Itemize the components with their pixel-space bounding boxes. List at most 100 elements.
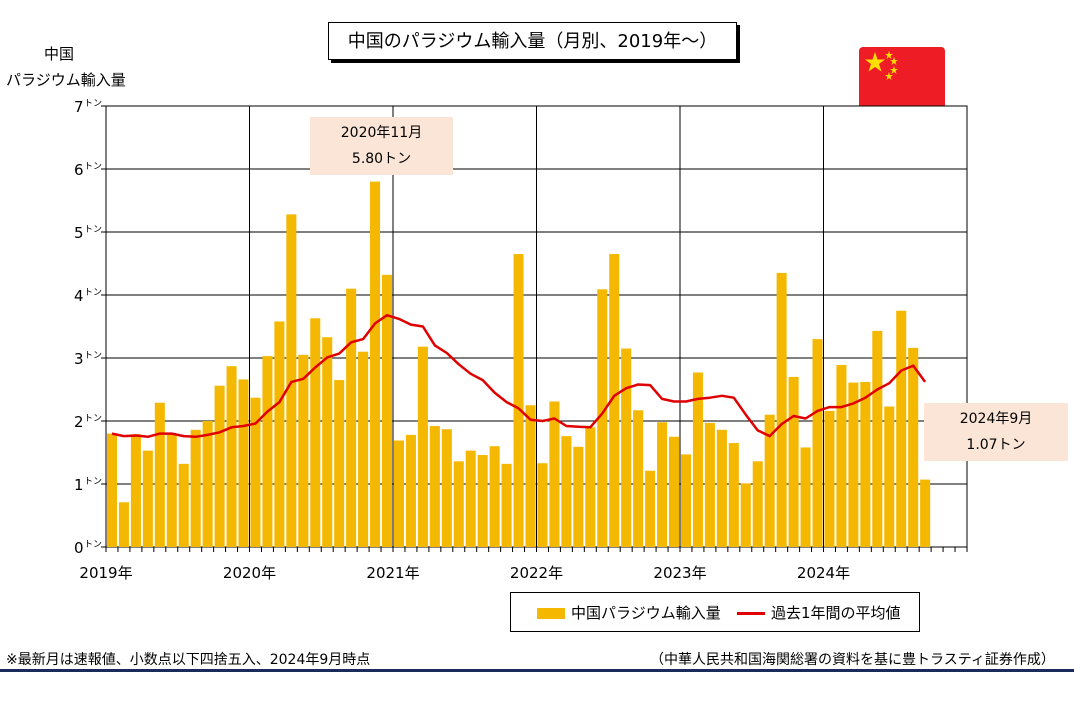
import-bar (764, 414, 775, 547)
y-tick-unit: トン (84, 540, 102, 550)
import-bar (477, 455, 488, 547)
import-bar (298, 354, 309, 547)
import-bar (346, 288, 357, 547)
flag-small-star-4 (885, 72, 893, 80)
import-bar (334, 380, 345, 547)
import-bar (381, 274, 393, 547)
y-tick-label: 7 (74, 98, 84, 116)
import-bar (728, 443, 739, 547)
import-bar (645, 470, 656, 547)
x-tick-label: 2023年 (653, 564, 706, 582)
import-bar (142, 450, 153, 547)
import-bar (489, 446, 500, 547)
import-bar (680, 454, 692, 547)
import-bar (358, 351, 369, 547)
import-bar (860, 381, 871, 547)
import-bar (908, 347, 919, 547)
y-axis-label-line2: パラジウム輸入量 (6, 71, 126, 89)
import-bar (130, 434, 141, 547)
import-bar (561, 436, 572, 547)
y-tick-label: 5 (74, 224, 84, 242)
import-bar (848, 382, 859, 547)
y-tick-label: 3 (74, 350, 84, 368)
import-bar (549, 401, 560, 547)
import-bar (716, 429, 727, 547)
import-bar (393, 440, 405, 547)
import-bar (525, 405, 536, 547)
y-tick-unit: トン (84, 351, 102, 361)
import-bar (238, 379, 249, 547)
flag-small-star-1 (885, 51, 893, 59)
average-line (111, 313, 927, 439)
import-bar (812, 339, 823, 547)
import-bar (597, 289, 608, 547)
import-bar (226, 366, 237, 547)
flag-big-star (865, 52, 885, 72)
average-line-series (111, 313, 927, 439)
import-bar (250, 397, 261, 547)
import-bar (740, 483, 751, 547)
y-tick-label: 4 (74, 287, 84, 305)
legend-item-line: 過去1年間の平均値 (737, 603, 901, 623)
import-bar (704, 422, 715, 547)
import-bar (322, 337, 333, 547)
import-bar (668, 436, 680, 547)
import-bar (214, 385, 225, 547)
import-bar (776, 272, 787, 547)
import-bar (202, 421, 213, 547)
import-bar (800, 447, 811, 547)
legend-item-bar: 中国パラジウム輸入量 (537, 603, 721, 623)
import-bar (537, 463, 548, 547)
import-bar (465, 450, 476, 547)
import-bar (621, 348, 632, 547)
peak-callout-date: 2020年11月 (340, 125, 423, 141)
bottom-rule (0, 669, 1074, 672)
flag-small-star-2 (890, 57, 898, 65)
bar-series (106, 181, 931, 548)
import-bar (788, 376, 799, 547)
y-tick-unit: トン (84, 288, 102, 298)
import-bar (501, 463, 512, 547)
peak-callout: 2020年11月 5.80トン (310, 117, 453, 175)
legend-bar-label: 中国パラジウム輸入量 (571, 604, 721, 622)
x-tick-label: 2024年 (797, 564, 850, 582)
import-bar (513, 254, 524, 548)
legend-line-label: 過去1年間の平均値 (771, 604, 901, 622)
x-tick-label: 2022年 (510, 564, 563, 582)
y-tick-unit: トン (84, 162, 102, 172)
import-bar (836, 364, 847, 547)
import-bar (405, 434, 416, 547)
import-bar (752, 461, 763, 547)
flag-small-star-3 (890, 66, 898, 74)
latest-callout-date: 2024年9月 (959, 411, 1033, 427)
y-tick-unit: トン (84, 99, 102, 109)
import-bar (633, 410, 644, 547)
import-bar (417, 346, 428, 547)
y-tick-label: 1 (74, 476, 84, 494)
grid (105, 105, 968, 548)
y-tick-label: 0 (74, 539, 84, 557)
peak-callout-value: 5.80トン (351, 151, 412, 167)
import-bar (609, 254, 620, 548)
legend: 中国パラジウム輸入量 過去1年間の平均値 (510, 592, 920, 632)
x-tick-label: 2020年 (223, 564, 276, 582)
y-tick-unit: トン (84, 477, 102, 487)
import-bar (692, 372, 703, 547)
china-flag-icon (859, 47, 945, 111)
import-bar (884, 406, 895, 547)
import-bar (441, 429, 452, 547)
import-bar (896, 310, 907, 547)
import-bar (166, 433, 177, 547)
latest-callout-value: 1.07トン (966, 437, 1026, 453)
import-bar (262, 356, 273, 547)
import-bar (178, 463, 189, 547)
import-bar (429, 426, 440, 547)
import-bar (118, 502, 129, 547)
x-tick-label: 2019年 (79, 564, 132, 582)
import-bar (920, 479, 931, 547)
y-tick-unit: トン (84, 414, 102, 424)
y-tick-label: 6 (74, 161, 84, 179)
chart-title: 中国のパラジウム輸入量（月別、2019年～） (328, 22, 737, 60)
import-bar (453, 461, 464, 547)
import-bar (585, 427, 596, 547)
